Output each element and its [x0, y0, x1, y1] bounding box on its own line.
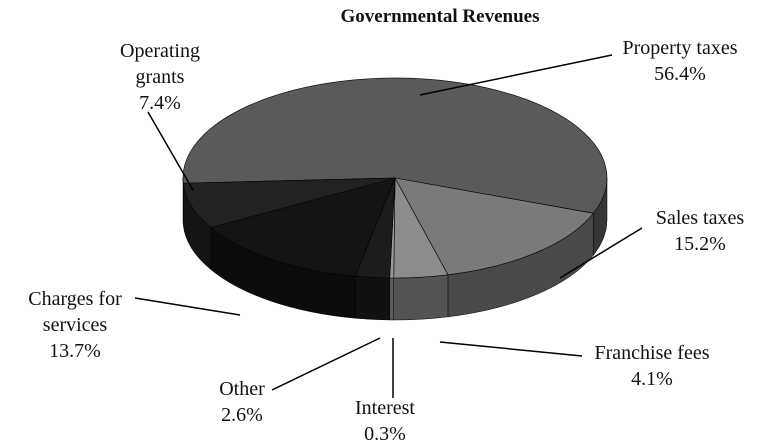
- leader-line: [419, 54, 613, 96]
- value-label: 7.4%: [139, 92, 181, 114]
- slice: [182, 77, 608, 214]
- slice-label: Franchise fees: [594, 342, 710, 364]
- value-label: 56.4%: [654, 63, 706, 85]
- slice-side: [393, 274, 449, 321]
- leader-line: [147, 111, 194, 191]
- slice: [182, 177, 396, 228]
- leader-line: [134, 297, 241, 316]
- leader-line: [271, 337, 381, 391]
- value-label: 4.1%: [631, 368, 673, 390]
- slice-label: Other: [219, 378, 265, 400]
- slice: [394, 177, 594, 276]
- value-label: 0.3%: [364, 423, 406, 445]
- slice-label: Interest: [355, 397, 415, 419]
- slice-side: [389, 277, 394, 321]
- slice-label: Operating grants: [120, 40, 200, 88]
- value-label: 2.6%: [221, 404, 263, 426]
- slice-label: Sales taxes: [655, 207, 745, 229]
- value-label: 15.2%: [674, 233, 726, 255]
- chart-title: Governmental Revenues: [340, 6, 540, 27]
- value-label: 13.7%: [49, 340, 101, 362]
- leader-line: [559, 227, 643, 279]
- slice-side: [354, 275, 390, 321]
- slice-label: Property taxes: [622, 37, 738, 59]
- slice: [210, 177, 396, 277]
- leader-line: [439, 341, 583, 357]
- slice-label: Charges for services: [28, 288, 122, 336]
